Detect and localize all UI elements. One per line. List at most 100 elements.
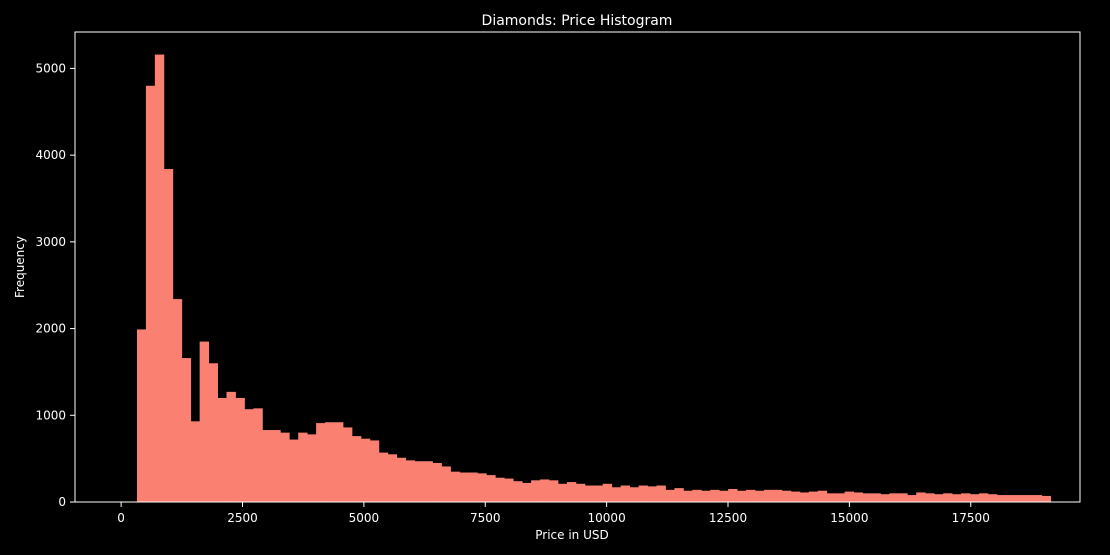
histogram-bar	[701, 490, 711, 502]
x-axis-label: Price in USD	[535, 528, 608, 542]
histogram-bar	[414, 461, 424, 502]
histogram-bar	[629, 487, 639, 502]
x-tick-label: 0	[117, 511, 125, 525]
histogram-bar	[369, 440, 380, 502]
chart-title: Diamonds: Price Histogram	[482, 13, 673, 29]
histogram-bar	[316, 423, 326, 502]
histogram-bar	[1005, 495, 1016, 502]
histogram-bar	[199, 341, 210, 502]
histogram-bar	[1041, 495, 1052, 502]
histogram-bar	[844, 491, 854, 502]
histogram-bar	[172, 299, 183, 502]
histogram-bar	[423, 461, 433, 502]
histogram-bar	[531, 480, 541, 502]
histogram-bar	[1032, 495, 1043, 502]
histogram-bar	[925, 493, 935, 502]
histogram-bar	[665, 489, 675, 502]
x-tick-label: 5000	[349, 511, 380, 525]
x-tick-label: 10000	[588, 511, 626, 525]
histogram-bar	[280, 432, 290, 502]
histogram-bar	[916, 492, 926, 502]
histogram-bar	[262, 430, 272, 502]
histogram-bar	[1014, 495, 1025, 502]
histogram-bar	[334, 422, 344, 502]
histogram-bar	[495, 477, 505, 502]
histogram-bar	[987, 494, 998, 502]
histogram-bar	[996, 495, 1007, 502]
histogram-bar	[737, 490, 747, 502]
histogram-bar	[540, 479, 550, 502]
histogram-bar	[602, 483, 613, 502]
histogram-bar	[145, 85, 156, 502]
x-tick-label: 17500	[952, 511, 990, 525]
histogram-bar	[826, 493, 837, 502]
histogram-bar	[593, 485, 604, 502]
histogram-bar	[226, 391, 236, 502]
histogram-bar	[889, 493, 899, 502]
histogram-bar	[978, 493, 989, 502]
histogram-bar	[387, 454, 398, 502]
histogram-bar	[611, 487, 622, 502]
histogram-bar	[163, 169, 174, 502]
histogram-bar	[817, 490, 828, 502]
x-tick-label: 12500	[709, 511, 747, 525]
histogram-bar	[441, 466, 451, 502]
y-tick-label: 5000	[35, 61, 66, 75]
x-axis-ticks: 0 2500 5000 7500 10000 12500 15000 17500	[117, 502, 990, 525]
histogram-bar	[468, 472, 478, 502]
histogram-bar	[208, 363, 218, 502]
histogram-bar	[656, 485, 666, 502]
histogram-bar	[378, 452, 389, 502]
x-tick-label: 15000	[830, 511, 868, 525]
y-tick-label: 2000	[35, 322, 66, 336]
histogram-bar	[477, 473, 487, 502]
y-tick-label: 4000	[35, 148, 66, 162]
histogram-bar	[853, 492, 863, 502]
histogram-bar	[513, 481, 523, 502]
histogram-bar	[244, 409, 254, 502]
histogram-bar	[181, 358, 192, 502]
histogram-bar	[728, 488, 738, 502]
histogram-bar	[871, 493, 881, 502]
histogram-bar	[880, 494, 890, 502]
histogram-bar	[522, 482, 532, 502]
histogram-bar	[692, 489, 702, 502]
histogram-bar	[674, 488, 684, 502]
histogram-bar	[683, 490, 693, 502]
histogram-bar	[190, 421, 201, 502]
histogram-bar	[952, 494, 962, 502]
histogram-bar	[486, 475, 496, 502]
x-tick-label: 7500	[470, 511, 501, 525]
histogram-bar	[289, 439, 299, 502]
histogram-bars	[136, 54, 1052, 503]
histogram-bar	[154, 54, 165, 503]
y-tick-label: 0	[58, 495, 66, 509]
y-axis-label: Frequency	[13, 236, 27, 298]
histogram-bar	[808, 491, 819, 502]
histogram-bar	[934, 494, 944, 502]
histogram-bar	[763, 489, 774, 502]
histogram-bar	[342, 427, 353, 502]
histogram-bar	[253, 408, 263, 502]
histogram-bar	[772, 489, 783, 502]
histogram-bar	[719, 490, 729, 502]
histogram-bar	[136, 329, 147, 502]
histogram-bar	[943, 493, 953, 502]
y-axis-ticks: 0 1000 2000 3000 4000 5000	[35, 61, 75, 509]
histogram-bar	[898, 493, 908, 502]
histogram-bar	[450, 471, 460, 502]
histogram-bar	[307, 434, 317, 502]
histogram-bar	[235, 397, 245, 502]
histogram-bar	[638, 485, 648, 502]
y-tick-label: 3000	[35, 235, 66, 249]
histogram-bar	[620, 485, 631, 502]
histogram-bar	[566, 482, 577, 502]
histogram-bar	[835, 493, 845, 502]
histogram-bar	[647, 486, 657, 502]
histogram-bar	[961, 493, 971, 502]
histogram-bar	[360, 438, 371, 502]
x-tick-label: 2500	[227, 511, 258, 525]
plot-frame	[74, 31, 1081, 503]
histogram-bar	[405, 460, 416, 502]
